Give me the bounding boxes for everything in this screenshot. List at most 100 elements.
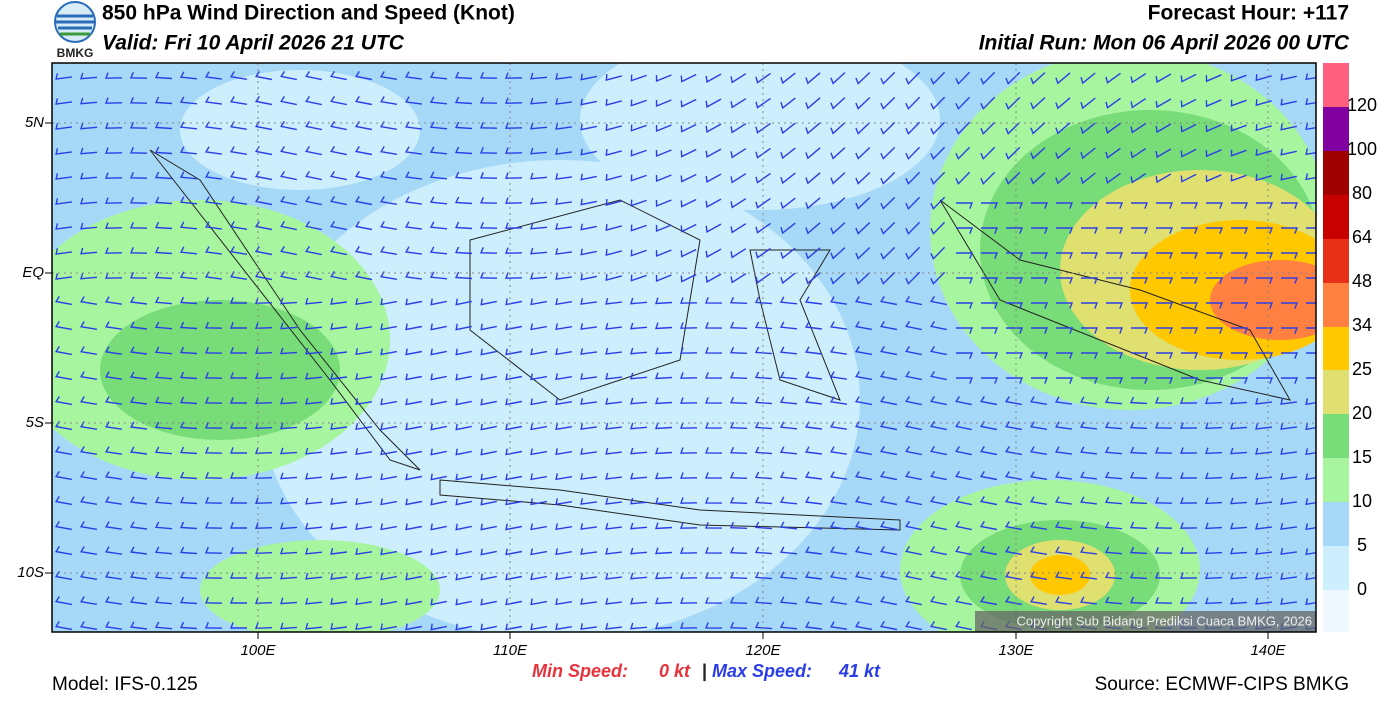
wind-barb [229,196,248,205]
wind-barb [754,471,773,480]
wind-barb [830,247,846,260]
wind-barb [430,298,447,306]
wind-barb [1080,471,1097,480]
wind-barb [54,396,73,406]
wind-barb [880,221,896,235]
wind-barb [330,573,347,580]
wind-barb [479,122,498,129]
forecast-hour: Forecast Hour: +117 [1148,2,1349,25]
wind-barb [1179,522,1198,529]
wind-barb [305,297,323,305]
wind-barb [829,621,848,630]
wind-barb [829,346,848,355]
wind-barb [905,596,922,606]
wind-barb [204,171,222,180]
wind-barb [454,271,473,280]
wind-barb [305,322,323,330]
wind-barb [129,272,148,279]
wind-barb [355,473,373,481]
wind-barb [905,371,922,381]
wind-barb [955,521,972,531]
wind-barb [1004,546,1023,556]
wind-barb [254,447,273,455]
wind-barb [404,71,422,80]
wind-barb [555,523,573,531]
wind-barb [479,72,498,79]
wind-barb [79,496,98,505]
wind-barb [80,122,98,130]
wind-barb [729,546,748,554]
wind-barb [680,322,698,329]
wind-barb [1206,227,1224,234]
wind-barb [979,546,998,556]
wind-barb [1030,97,1046,110]
wind-barb [1156,377,1174,384]
wind-barb [805,147,821,160]
wind-barb [905,571,922,581]
wind-barb [204,471,223,479]
wind-barb [455,523,472,531]
wind-barb [880,196,896,210]
wind-barb [379,171,398,180]
wind-barb [854,496,873,506]
wind-barb [1280,173,1297,181]
wind-barb [1131,202,1149,209]
wind-barb [704,447,723,454]
wind-barb [505,398,523,406]
wind-barb [130,421,147,430]
wind-barb [1005,171,1021,185]
wind-barb [854,621,873,631]
wind-barb [504,197,523,204]
wind-barb [630,397,648,405]
wind-barb [505,598,523,606]
wind-barb [154,496,173,505]
wind-barb [956,227,974,234]
wind-barb [630,497,648,505]
wind-barb [1154,397,1173,404]
wind-barb [179,496,198,505]
wind-barb [555,473,573,481]
wind-barb [254,347,273,355]
wind-barb [305,497,323,505]
wind-barb [655,99,672,108]
wind-barb [804,471,822,480]
wind-barb [1206,352,1224,359]
wind-barb [530,548,548,556]
wind-barb [355,548,373,556]
wind-barb [1255,497,1273,505]
wind-barb [729,296,748,304]
wind-barb [1281,302,1299,309]
wind-barb [955,546,972,556]
wind-barb [305,572,323,580]
wind-barb [655,149,672,158]
wind-barb [981,327,999,334]
wind-barb [404,96,422,105]
wind-barb [829,396,848,405]
wind-barb [630,124,647,132]
wind-barb [1106,377,1124,384]
wind-barb [405,498,423,506]
wind-barb [555,173,572,180]
wind-barb [379,196,398,205]
wind-barb [804,371,822,380]
wind-barb [404,196,422,205]
wind-barb [354,96,373,106]
wind-barb [305,597,323,605]
wind-barb [454,121,473,130]
wind-barb [54,471,73,481]
wind-barb [104,247,123,254]
wind-barb [1231,252,1249,259]
wind-barb [605,422,622,430]
wind-barb [280,347,298,355]
wind-barb [630,224,647,232]
wind-barb [956,252,974,259]
wind-barb [380,498,398,506]
wind-barb [1305,423,1316,431]
wind-barb [380,573,398,581]
wind-barb [1205,422,1223,430]
wind-barb [530,573,548,581]
wind-barb [880,246,896,260]
wind-barb [981,252,999,259]
wind-barb [1029,571,1048,580]
wind-barb [530,398,548,406]
